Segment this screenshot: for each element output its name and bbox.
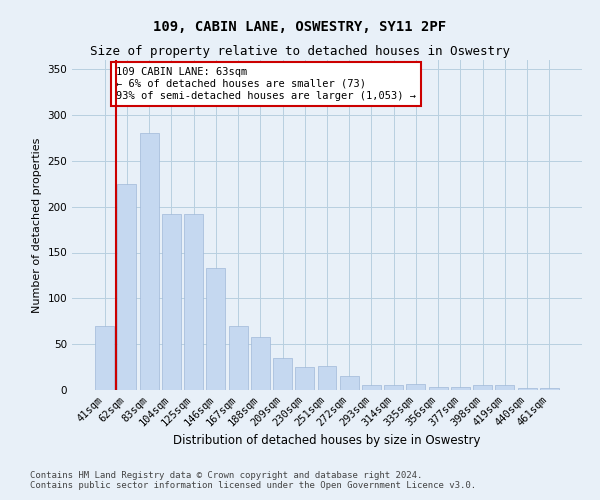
Bar xyxy=(518,388,536,390)
Bar xyxy=(273,358,292,390)
Bar xyxy=(184,214,203,390)
Bar xyxy=(429,387,448,390)
Text: Contains HM Land Registry data © Crown copyright and database right 2024.
Contai: Contains HM Land Registry data © Crown c… xyxy=(30,470,476,490)
Bar xyxy=(540,388,559,390)
Bar xyxy=(162,214,181,390)
Text: 109, CABIN LANE, OSWESTRY, SY11 2PF: 109, CABIN LANE, OSWESTRY, SY11 2PF xyxy=(154,20,446,34)
Bar xyxy=(95,326,114,390)
Bar xyxy=(340,376,359,390)
Bar xyxy=(317,366,337,390)
Bar xyxy=(451,387,470,390)
Text: Size of property relative to detached houses in Oswestry: Size of property relative to detached ho… xyxy=(90,45,510,58)
Bar xyxy=(140,134,158,390)
Bar xyxy=(229,326,248,390)
Bar xyxy=(384,386,403,390)
Bar xyxy=(473,386,492,390)
Bar xyxy=(251,337,270,390)
Bar xyxy=(496,386,514,390)
Bar xyxy=(406,384,425,390)
Text: 109 CABIN LANE: 63sqm
← 6% of detached houses are smaller (73)
93% of semi-detac: 109 CABIN LANE: 63sqm ← 6% of detached h… xyxy=(116,68,416,100)
Y-axis label: Number of detached properties: Number of detached properties xyxy=(32,138,42,312)
Bar xyxy=(206,268,225,390)
X-axis label: Distribution of detached houses by size in Oswestry: Distribution of detached houses by size … xyxy=(173,434,481,447)
Bar xyxy=(295,367,314,390)
Bar xyxy=(362,386,381,390)
Bar xyxy=(118,184,136,390)
